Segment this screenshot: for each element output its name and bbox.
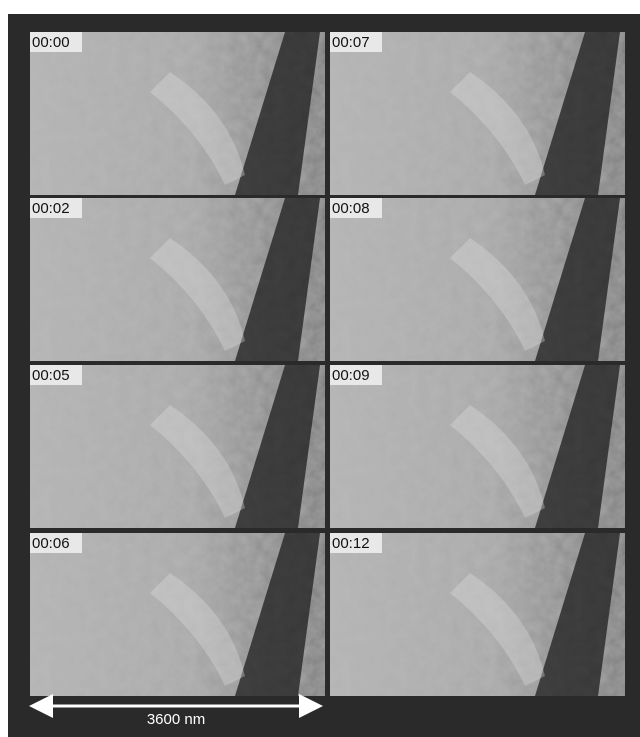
panel: 00:05 [30,365,325,528]
time-label: 00:08 [332,200,370,217]
panel: 00:08 [330,198,625,361]
time-label: 00:00 [32,34,70,51]
panel: 00:12 [330,533,625,696]
scale-bar-label: 3600 nm [147,711,205,728]
panel: 00:02 [30,198,325,361]
panel: 00:07 [330,32,625,195]
time-label: 00:12 [332,535,370,552]
panel: 00:06 [30,533,325,696]
panel: 00:00 [30,32,325,195]
figure: 00:00 00:07 00:02 00:08 00:05 00:09 00:06 00:12… [0,0,640,737]
time-label: 00:06 [32,535,70,552]
time-label: 00:09 [332,367,370,384]
panel: 00:09 [330,365,625,528]
time-label: 00:02 [32,200,70,217]
time-label: 00:05 [32,367,70,384]
time-label: 00:07 [332,34,370,51]
